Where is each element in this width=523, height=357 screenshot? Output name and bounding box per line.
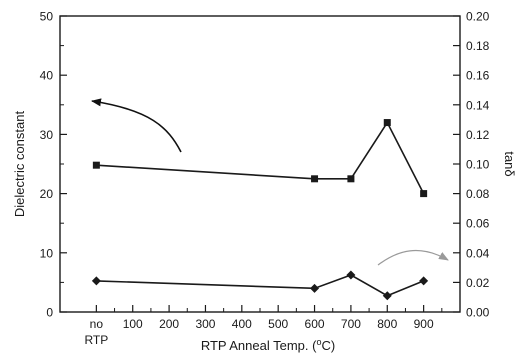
y-right-tick-label: 0.20 <box>466 10 490 24</box>
data-point-diamond <box>382 291 392 301</box>
x-tick-label: 900 <box>414 317 434 331</box>
annotation-arrow-left <box>91 98 182 153</box>
data-point-diamond <box>91 276 101 286</box>
data-point-square <box>420 190 428 198</box>
data-point-diamond <box>419 276 429 286</box>
data-point-square <box>383 119 391 127</box>
data-point-diamond <box>346 270 356 280</box>
y-left-tick-label: 20 <box>40 187 54 201</box>
y-left-tick-label: 30 <box>40 128 54 142</box>
x-axis-label-main: RTP Anneal Temp. ( <box>201 338 317 353</box>
y-left-tick-label: 0 <box>46 306 53 320</box>
annotation-arrow-right <box>377 249 449 266</box>
data-point-square <box>92 161 100 169</box>
x-tick-label: 100 <box>123 317 143 331</box>
x-tick-label: 500 <box>268 317 288 331</box>
y-left-tick-label: 10 <box>40 246 54 260</box>
y-axis-left-label: Dielectric constant <box>12 111 27 218</box>
y-right-tick-label: 0.18 <box>466 39 490 53</box>
x-tick-label-line2: RTP <box>84 333 108 347</box>
x-tick-label: 600 <box>305 317 325 331</box>
y-right-tick-label: 0.06 <box>466 217 490 231</box>
series-line-1 <box>96 120 425 194</box>
y-right-tick-label: 0.16 <box>466 69 490 83</box>
x-axis-label-degree: o <box>316 337 321 347</box>
y-right-tick-label: 0.00 <box>466 306 490 320</box>
y-right-tick-label: 0.04 <box>466 246 490 260</box>
y-right-tick-label: 0.08 <box>466 187 490 201</box>
y-right-tick-label: 0.02 <box>466 276 490 290</box>
x-tick-label: 300 <box>195 317 215 331</box>
y-left-tick-label: 40 <box>40 69 54 83</box>
y-right-tick-label: 0.12 <box>466 128 490 142</box>
left-axis-ticks: 0 10 20 30 40 50 <box>40 10 67 320</box>
y-axis-right-label: tanδ <box>502 151 517 176</box>
x-tick-label: 400 <box>232 317 252 331</box>
data-point-diamond <box>310 283 320 293</box>
data-point-square <box>311 175 319 183</box>
x-tick-label: 200 <box>159 317 179 331</box>
x-axis-label-unit: C) <box>321 338 335 353</box>
x-axis-label: RTP Anneal Temp. (oC) <box>201 337 335 353</box>
bottom-axis-ticks: no RTP 100 200 300 400 500 600 700 800 900 <box>84 305 443 347</box>
y-left-tick-label: 50 <box>40 10 54 24</box>
y-right-tick-label: 0.10 <box>466 158 490 172</box>
series-line-2 <box>96 274 424 297</box>
right-axis-ticks: 0.00 0.02 0.04 0.06 0.08 0.10 0.12 0.14 0.16 0.18… <box>453 10 490 320</box>
data-point-square <box>347 175 355 183</box>
x-tick-label: 700 <box>341 317 361 331</box>
series-group <box>91 119 429 301</box>
x-tick-label: no <box>90 317 104 331</box>
y-right-tick-label: 0.14 <box>466 98 490 112</box>
plot-frame <box>59 15 461 313</box>
x-tick-label: 800 <box>377 317 397 331</box>
